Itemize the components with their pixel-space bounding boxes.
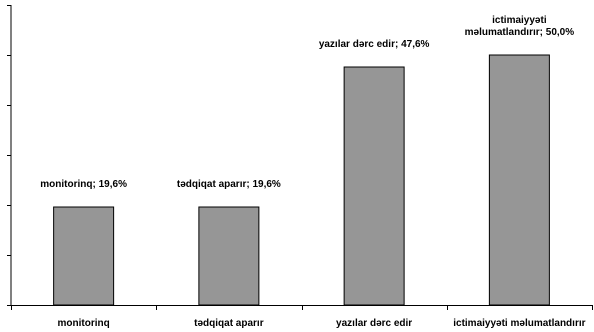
data-label-2: tədqiqat aparır; 19,6%: [177, 179, 281, 190]
bar-4: [488, 54, 550, 306]
bar-3: [343, 66, 405, 306]
x-tick-label-1: monitorinq: [58, 318, 110, 329]
x-tick-label-3: yazılar dərc edir: [336, 318, 412, 329]
y-axis: [7, 5, 12, 306]
data-label-4: ictimaiyyəti məlumatlandırır; 50,0%: [465, 15, 575, 38]
x-tick-label-4: ictimaiyyəti məlumatlandırır: [453, 318, 585, 329]
data-label-line: məlumatlandırır; 50,0%: [465, 27, 575, 38]
bar-2: [198, 206, 260, 306]
x-tick-label-2: tədqiqat aparır: [194, 318, 264, 329]
data-label-line: monitorinq; 19,6%: [40, 179, 127, 190]
data-label-3: yazılar dərc edir; 47,6%: [319, 39, 430, 50]
data-label-1: monitorinq; 19,6%: [40, 179, 127, 190]
data-label-line: ictimaiyyəti: [492, 15, 547, 26]
bar-1: [53, 206, 115, 306]
data-labels: monitorinq; 19,6% tədqiqat aparır; 19,6% y…: [40, 15, 574, 190]
x-axis: [11, 305, 593, 310]
bars: [53, 54, 550, 306]
x-axis-labels: monitorinq tədqiqat aparır yazılar dərc ed…: [58, 318, 586, 329]
data-label-line: tədqiqat aparır; 19,6%: [177, 179, 281, 190]
data-label-line: yazılar dərc edir; 47,6%: [319, 39, 430, 50]
